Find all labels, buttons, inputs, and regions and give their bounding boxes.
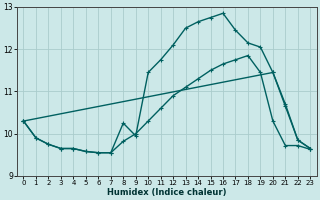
X-axis label: Humidex (Indice chaleur): Humidex (Indice chaleur) — [107, 188, 227, 197]
